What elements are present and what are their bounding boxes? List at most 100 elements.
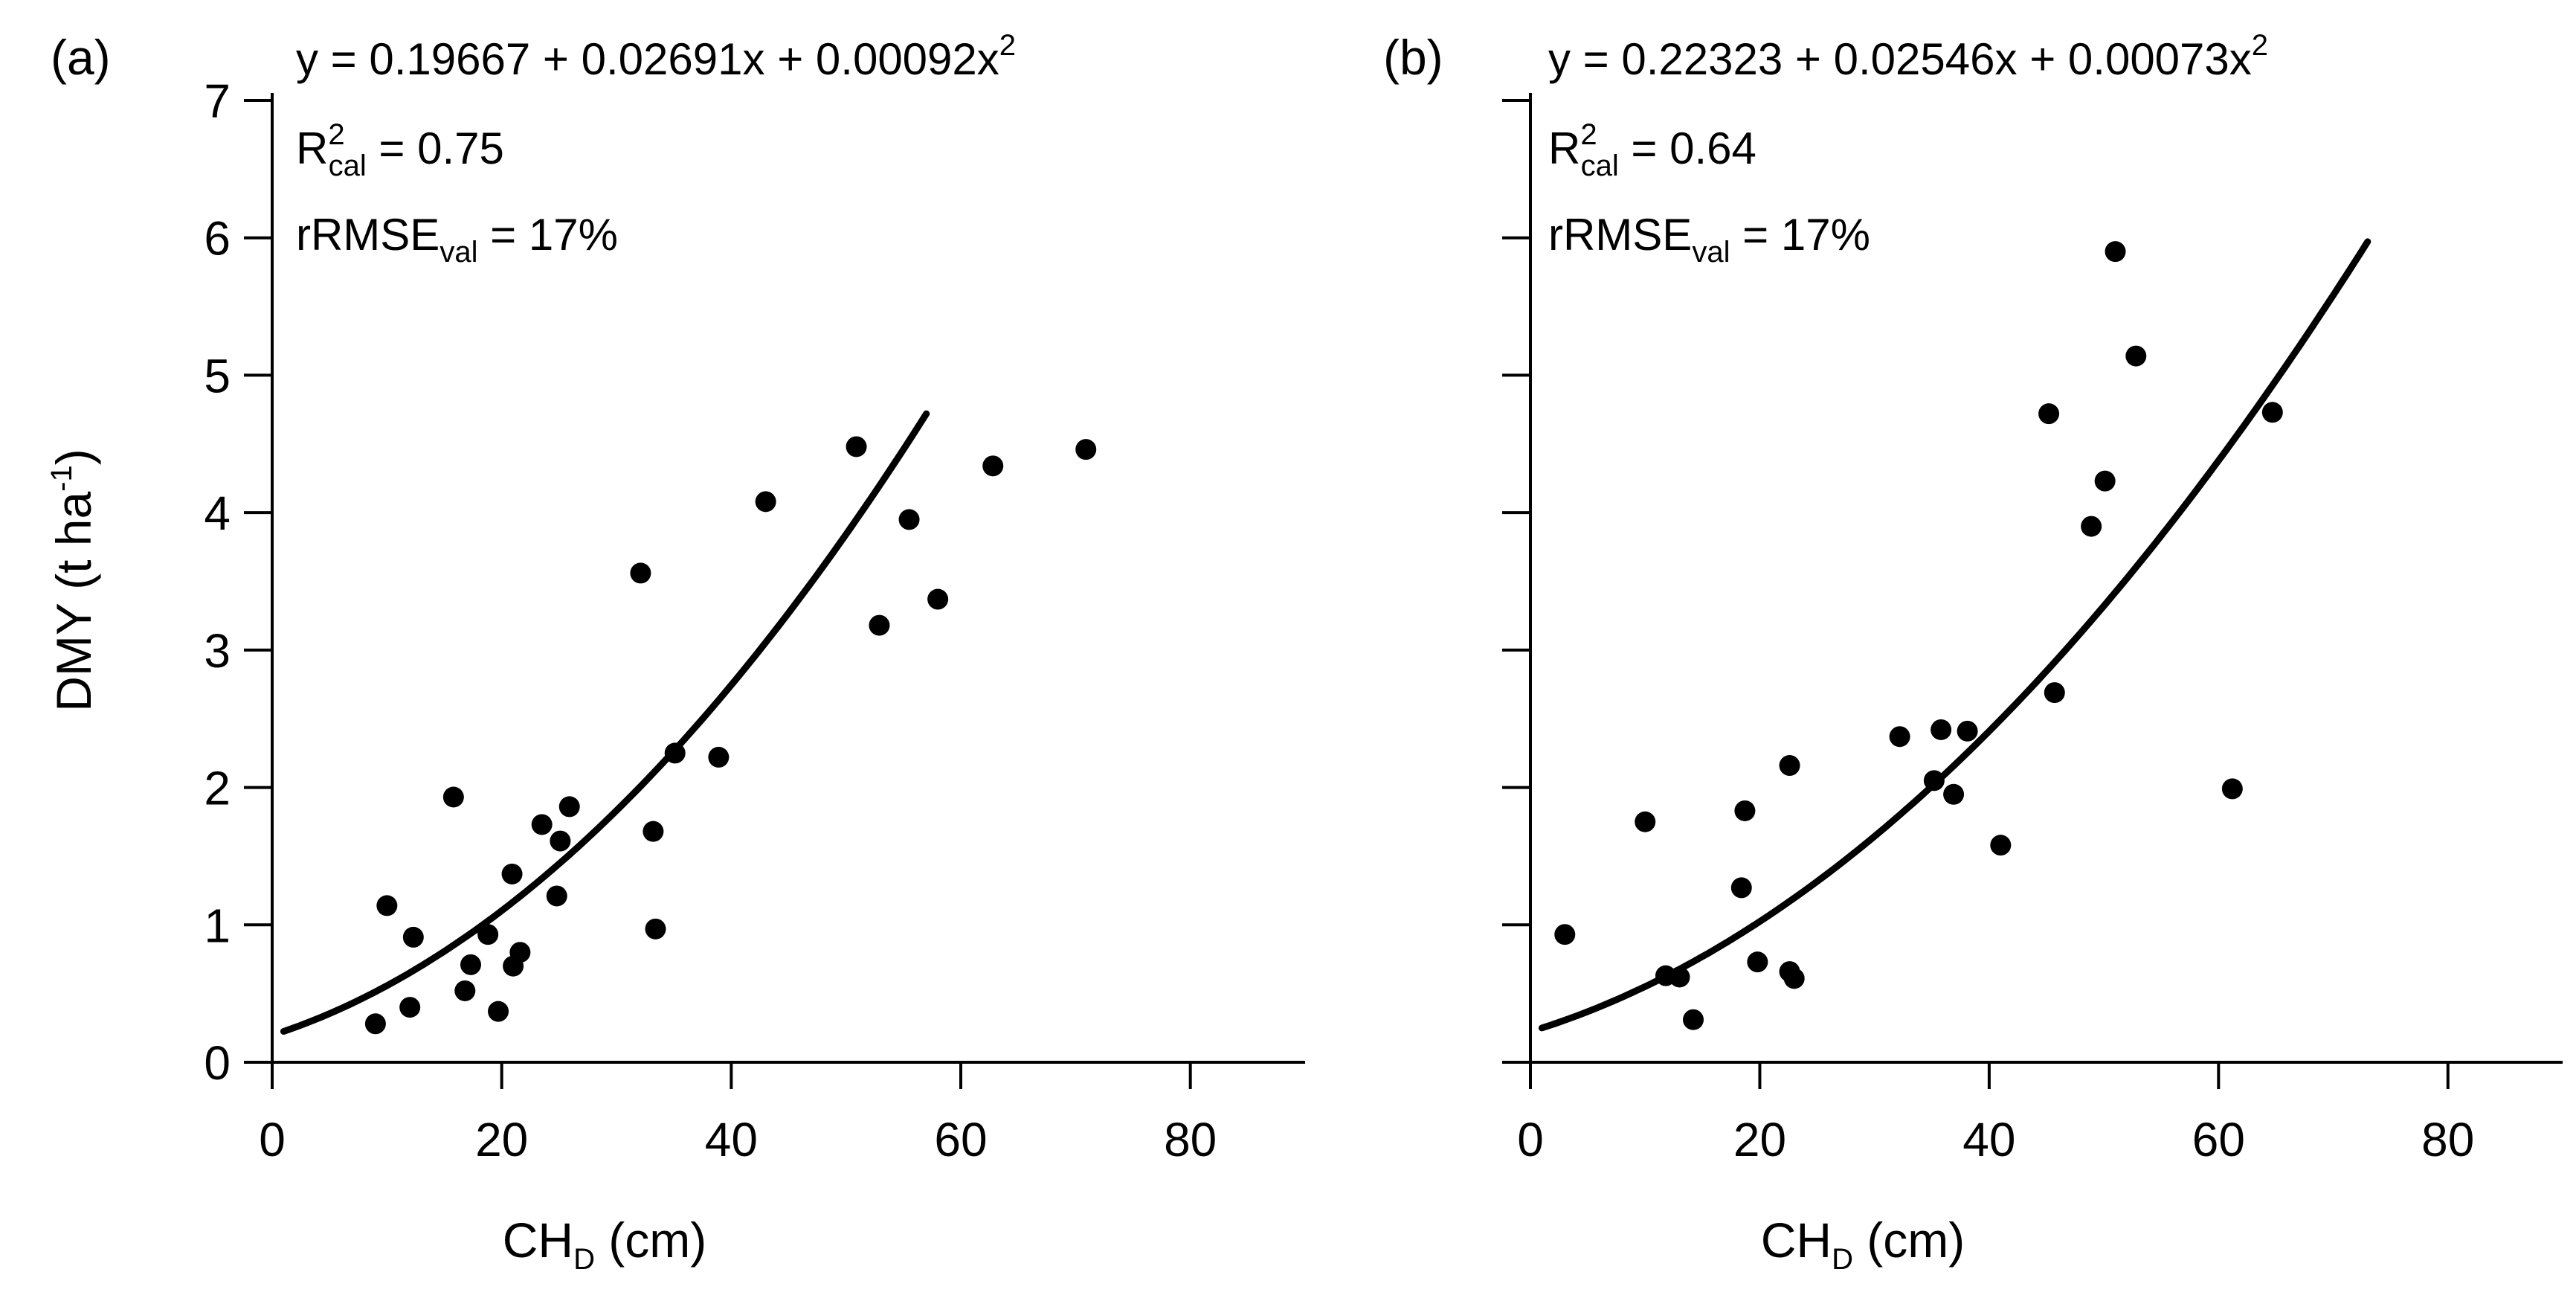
data-point-b-19: [2081, 516, 2102, 537]
data-point-a-5: [454, 980, 476, 1001]
data-point-a-18: [645, 918, 666, 940]
data-point-b-14: [1943, 783, 1965, 805]
x-axis-title-b: CHD (cm): [1761, 1213, 1965, 1276]
y-tick-label-5: 5: [204, 349, 231, 402]
equation-b-sup: 2: [2252, 29, 2268, 62]
data-point-b-0: [1554, 924, 1576, 945]
x-tick-label-b-40: 40: [1962, 1113, 2015, 1166]
data-point-a-20: [708, 746, 730, 768]
data-point-b-13: [1931, 719, 1952, 740]
data-point-b-10: [1783, 968, 1805, 989]
y-tick-label-7: 7: [204, 74, 231, 128]
x-tick-label-b-60: 60: [2192, 1113, 2245, 1166]
data-point-a-8: [488, 1001, 509, 1022]
data-point-a-12: [531, 814, 553, 835]
panel-label-b: (b): [1383, 30, 1443, 85]
r2-a-sub: cal: [329, 150, 367, 182]
data-point-a-22: [846, 436, 867, 457]
r2-a-sup: 2: [328, 118, 344, 151]
data-point-b-20: [2094, 470, 2116, 492]
panel-a: (a) DMY (t ha-1) y = 0.19667 + 0.02691x …: [45, 29, 1305, 1276]
y-axis-title: DMY (t ha-1): [45, 449, 101, 711]
data-point-a-26: [982, 455, 1004, 477]
y-tick-label-3: 3: [204, 624, 231, 678]
data-point-a-11: [509, 942, 531, 963]
data-point-a-0: [364, 1013, 386, 1035]
x-axis-title-a-sub: D: [573, 1243, 595, 1276]
data-point-a-1: [376, 895, 398, 916]
r2-a: R2 cal = 0.75: [296, 118, 504, 182]
data-point-a-4: [442, 786, 464, 808]
x-tick-label-a-80: 80: [1164, 1113, 1217, 1166]
data-point-b-1: [1635, 811, 1656, 832]
x-tick-label-a-60: 60: [934, 1113, 987, 1166]
data-point-a-24: [898, 509, 920, 530]
x-axis-title-b-unit: (cm): [1853, 1213, 1965, 1268]
r2-a-rest: = 0.75: [367, 123, 504, 173]
x-tick-label-b-80: 80: [2421, 1113, 2474, 1166]
y-axis-title-sup: -1: [45, 465, 78, 492]
x-tick-label-a-20: 20: [475, 1113, 528, 1166]
data-point-b-18: [2044, 682, 2065, 704]
x-axis-title-a: CHD (cm): [503, 1213, 707, 1276]
y-tick-label-2: 2: [204, 762, 231, 815]
data-point-b-22: [2125, 345, 2147, 367]
data-point-a-25: [927, 588, 949, 610]
data-point-b-12: [1923, 770, 1945, 791]
data-point-b-11: [1889, 726, 1910, 748]
data-point-a-21: [755, 491, 776, 513]
y-axis-title-close: ): [46, 449, 101, 465]
r2-b-main: R: [1548, 123, 1580, 173]
r2-a-main: R: [296, 123, 328, 173]
y-tick-label-4: 4: [204, 486, 231, 540]
data-point-a-13: [546, 885, 567, 907]
data-point-a-15: [558, 796, 580, 818]
x-axis-title-b-sub: D: [1832, 1243, 1853, 1276]
equation-b: y = 0.22323 + 0.02546x + 0.00073x2: [1548, 29, 2268, 84]
rrmse-a: rRMSEval = 17%: [296, 210, 618, 269]
rrmse-a-main: rRMSE: [296, 210, 439, 260]
data-point-b-6: [1734, 800, 1756, 821]
data-point-a-19: [664, 742, 686, 764]
equation-b-text: y = 0.22323 + 0.02546x + 0.00073x: [1548, 34, 2252, 84]
r2-b-sup: 2: [1580, 118, 1597, 151]
data-point-a-23: [869, 614, 890, 636]
annotations-b: y = 0.22323 + 0.02546x + 0.00073x2 R2 cal…: [1548, 29, 2268, 269]
data-point-a-3: [402, 926, 424, 948]
data-point-a-6: [460, 954, 481, 975]
x-tick-label-b-0: 0: [1517, 1113, 1544, 1166]
panel-b: (b) y = 0.22323 + 0.02546x + 0.00073x2 R…: [1383, 29, 2563, 1276]
rrmse-b-rest: = 17%: [1730, 210, 1870, 260]
data-point-b-16: [1990, 835, 2012, 856]
rrmse-a-rest: = 17%: [477, 210, 617, 260]
fit-curve-b: [1538, 238, 2371, 1032]
y-tick-label-1: 1: [204, 899, 231, 952]
data-point-a-16: [630, 562, 651, 584]
rrmse-b: rRMSEval = 17%: [1548, 210, 1870, 269]
r2-b: R2 cal = 0.64: [1548, 118, 1756, 182]
data-point-b-15: [1957, 720, 1978, 742]
data-point-b-4: [1682, 1009, 1704, 1030]
rrmse-a-sub: val: [439, 236, 477, 269]
data-point-b-24: [2261, 402, 2283, 423]
annotations-a: y = 0.19667 + 0.02691x + 0.00092x 2 R2 cal…: [296, 29, 1016, 269]
x-tick-label-a-0: 0: [259, 1113, 286, 1166]
data-point-a-7: [477, 924, 499, 945]
fit-curve-a: [280, 410, 930, 1035]
data-point-b-5: [1730, 877, 1752, 899]
data-point-a-2: [399, 997, 421, 1018]
y-tick-label-0: 0: [204, 1036, 231, 1090]
panel-label-a: (a): [51, 30, 111, 85]
data-point-a-14: [550, 830, 571, 852]
rrmse-b-sub: val: [1692, 236, 1730, 269]
data-point-b-3: [1669, 966, 1690, 988]
r2-b-rest: = 0.64: [1619, 123, 1756, 173]
data-point-b-21: [2105, 241, 2126, 263]
equation-a-text: y = 0.19667 + 0.02691x + 0.00092x: [296, 34, 999, 84]
r2-b-sub: cal: [1581, 150, 1619, 182]
rrmse-b-main: rRMSE: [1548, 210, 1692, 260]
x-axis-title-a-unit: (cm): [595, 1213, 706, 1268]
data-point-b-17: [2038, 403, 2060, 425]
y-tick-label-6: 6: [204, 212, 231, 266]
